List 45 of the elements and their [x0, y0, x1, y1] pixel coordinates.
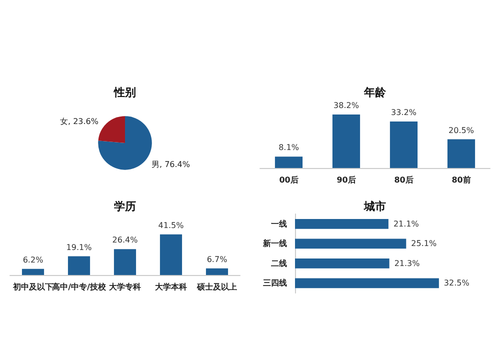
- bar: [390, 122, 418, 168]
- bar: [114, 249, 136, 275]
- y-tick-label: 一线: [271, 219, 287, 228]
- bar: [274, 156, 303, 168]
- chart-title: 性别: [113, 86, 136, 99]
- x-tick-label: 90后: [336, 176, 356, 184]
- bar: [295, 238, 406, 249]
- x-tick-label: 大学专科: [109, 282, 141, 292]
- data-label: 21.1%: [393, 219, 420, 228]
- data-label: 19.1%: [66, 242, 92, 252]
- data-label: 26.4%: [112, 236, 138, 245]
- bar: [22, 268, 44, 275]
- bar: [332, 114, 360, 168]
- data-label: 21.3%: [394, 258, 420, 268]
- data-label: 20.5%: [448, 126, 474, 135]
- x-tick-label: 初中及以下: [12, 282, 53, 292]
- chart-title: 年龄: [363, 86, 387, 99]
- data-label: 25.1%: [411, 239, 437, 248]
- bar: [295, 218, 388, 229]
- bar: [206, 268, 228, 275]
- bar: [68, 256, 90, 275]
- slice-label: 女, 23.6%: [60, 117, 99, 126]
- x-tick-label: 80后: [394, 176, 414, 184]
- x-tick-label: 80前: [452, 176, 471, 184]
- data-label: 8.1%: [278, 143, 300, 152]
- chart-title: 学历: [114, 200, 136, 213]
- bar: [160, 234, 182, 275]
- x-tick-label: 大学本科: [155, 282, 187, 292]
- x-tick-label: 硕士及以上: [196, 282, 237, 292]
- chart-title: 城市: [363, 200, 386, 213]
- slice-label: 男, 76.4%: [152, 160, 190, 169]
- data-label: 38.2%: [334, 101, 360, 110]
- y-tick-label: 新一线: [262, 238, 287, 248]
- y-tick-label: 二线: [271, 258, 287, 268]
- data-label: 6.7%: [206, 254, 228, 264]
- data-label: 33.2%: [391, 108, 417, 118]
- bar: [295, 278, 439, 288]
- bar: [447, 139, 476, 168]
- bar: [295, 258, 390, 268]
- data-label: 32.5%: [444, 278, 470, 288]
- data-label: 41.5%: [158, 220, 184, 230]
- y-tick-label: 三四线: [263, 278, 287, 288]
- data-label: 6.2%: [22, 255, 44, 264]
- x-tick-label: 00后: [279, 176, 298, 184]
- x-tick-label: 高中/中专/技校: [52, 282, 107, 292]
